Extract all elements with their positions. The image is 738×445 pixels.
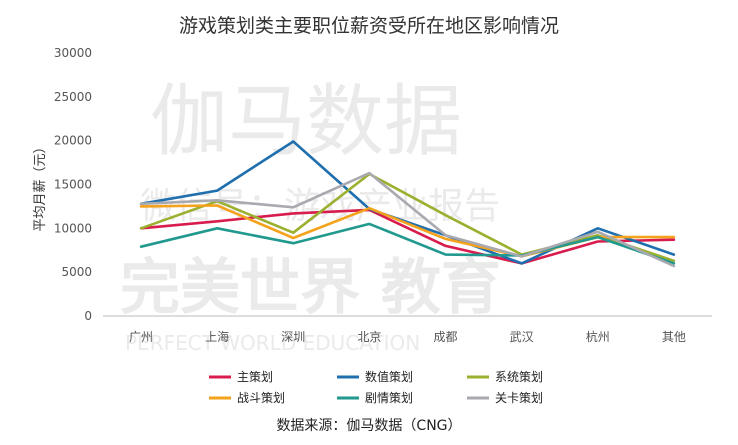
y-tick-label: 20000 [54, 134, 92, 148]
legend-label: 主策划 [237, 370, 273, 384]
y-axis-label: 平均月薪（元） [33, 140, 48, 231]
x-tick-label: 成都 [434, 330, 458, 344]
y-tick-label: 15000 [54, 178, 92, 192]
y-tick-label: 10000 [54, 221, 92, 235]
x-tick-label: 上海 [205, 329, 229, 344]
series-line-1 [139, 208, 676, 265]
series-line-6 [139, 171, 676, 268]
source-note: 数据来源：伽马数据（CNG） [276, 418, 461, 434]
series-line-3 [139, 172, 676, 263]
y-axis: 0 5000 10000 15000 20000 25000 30000 [54, 46, 92, 323]
legend-label: 关卡策划 [495, 391, 543, 405]
x-tick-label: 北京 [357, 330, 381, 344]
series-line-5 [139, 222, 676, 265]
watermark-line4: PERFECT WORLD EDUCATION [125, 331, 420, 355]
y-tick-label: 30000 [54, 46, 92, 60]
x-tick-label: 武汉 [510, 330, 534, 344]
y-tick-label: 0 [84, 309, 92, 323]
legend-label: 战斗策划 [237, 391, 285, 405]
legend-label: 剧情策划 [365, 391, 413, 405]
legend-label: 数值策划 [365, 369, 413, 384]
x-tick-label: 深圳 [281, 330, 305, 344]
chart-title: 游戏策划类主要职位薪资受所在地区影响情况 [179, 15, 559, 37]
x-tick-label: 广州 [129, 330, 153, 344]
y-tick-label: 5000 [61, 265, 92, 279]
watermark: 伽马数据 微信号：游戏产业报告 完美世界 教育 PERFECT WORLD ED… [120, 77, 501, 355]
legend-label: 系统策划 [495, 370, 543, 384]
x-axis: 广州 上海 深圳 北京 成都 武汉 杭州 其他 [129, 329, 686, 344]
watermark-line3: 完美世界 教育 [120, 253, 501, 323]
series-lines [139, 140, 676, 268]
x-tick-label: 杭州 [586, 329, 610, 344]
x-tick-label: 其他 [662, 330, 686, 344]
y-tick-label: 25000 [54, 90, 92, 104]
